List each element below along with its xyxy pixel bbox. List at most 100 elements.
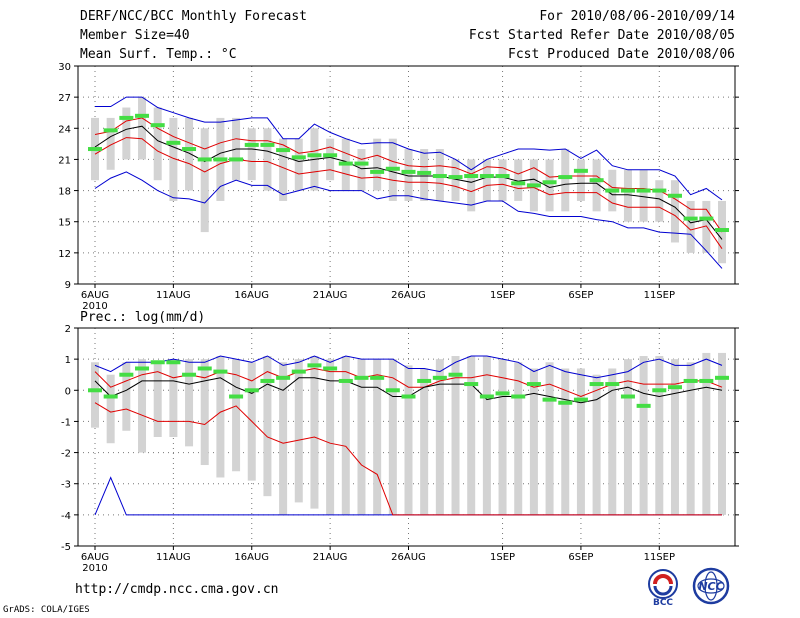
y-tick-label: 12 — [58, 249, 71, 260]
forecast-period: For 2010/08/06-2010/09/14 — [539, 9, 735, 24]
obs-marker — [150, 123, 165, 128]
ensemble-box — [467, 356, 476, 515]
obs-marker — [620, 394, 635, 399]
obs-marker — [338, 378, 353, 383]
ensemble-box — [686, 362, 695, 515]
obs-marker — [323, 366, 338, 371]
obs-marker — [182, 372, 197, 377]
obs-marker — [244, 142, 259, 147]
obs-marker — [401, 169, 416, 174]
ensemble-box — [326, 138, 335, 181]
x-tick-year: 2010 — [82, 563, 107, 574]
ensemble-box — [608, 368, 617, 515]
y-tick-label: -2 — [61, 449, 71, 460]
obs-marker — [276, 375, 291, 380]
obs-marker — [370, 375, 385, 380]
ensemble-box — [263, 356, 272, 497]
obs-marker — [526, 382, 541, 387]
ensemble-box — [561, 368, 570, 515]
x-tick-label: 11AUG — [156, 290, 191, 301]
obs-marker — [103, 128, 118, 133]
forecast-started: Fcst Started Refer Date 2010/08/05 — [468, 28, 735, 43]
x-tick-label: 1SEP — [490, 290, 515, 301]
obs-marker — [338, 161, 353, 166]
y-tick-label: 1 — [65, 355, 71, 366]
obs-marker — [573, 168, 588, 173]
x-tick-label: 6AUG — [81, 552, 109, 563]
ensemble-box — [200, 128, 209, 233]
obs-marker — [479, 174, 494, 179]
ensemble-box — [310, 356, 319, 509]
obs-marker — [699, 216, 714, 221]
ensemble-box — [592, 374, 601, 515]
plot-frame — [77, 65, 736, 285]
obs-marker — [605, 382, 620, 387]
obs-marker — [558, 400, 573, 405]
ensemble-box — [467, 159, 476, 212]
x-tick-label: 21AUG — [313, 290, 348, 301]
ensemble-box — [169, 359, 178, 437]
y-tick-label: -1 — [61, 417, 71, 428]
ensemble-box — [122, 107, 131, 160]
obs-marker — [385, 388, 400, 393]
obs-marker — [307, 153, 322, 158]
obs-marker — [573, 397, 588, 402]
ensemble-box — [357, 359, 366, 515]
x-tick-label: 1SEP — [490, 552, 515, 563]
obs-marker — [636, 403, 651, 408]
ensemble-box — [514, 362, 523, 515]
obs-marker — [150, 360, 165, 365]
ensemble-box — [686, 200, 695, 253]
x-tick-label: 11AUG — [156, 552, 191, 563]
ensemble-box — [655, 180, 664, 222]
ensemble-box — [232, 359, 241, 472]
obs-marker — [354, 161, 369, 166]
ensemble-box — [404, 365, 413, 515]
ensemble-box — [545, 362, 554, 515]
ensemble-box — [388, 359, 397, 515]
ensemble-box — [185, 117, 194, 191]
obs-marker — [542, 180, 557, 185]
ensemble-box — [185, 359, 194, 447]
ensemble-box — [670, 180, 679, 243]
obs-marker — [229, 157, 244, 162]
obs-marker — [511, 394, 526, 399]
ensemble-box — [561, 149, 570, 212]
x-tick-year: 2010 — [82, 301, 107, 312]
obs-marker — [135, 113, 150, 118]
plot-frame — [77, 327, 736, 547]
max-line — [95, 96, 723, 201]
obs-marker — [667, 385, 682, 390]
ensemble-box — [545, 159, 554, 212]
ensemble-box — [200, 359, 209, 466]
ensemble-box — [294, 138, 303, 191]
obs-marker — [495, 174, 510, 179]
obs-marker — [88, 388, 102, 393]
x-tick-label: 6AUG — [81, 290, 109, 301]
obs-marker — [589, 382, 604, 387]
obs-marker — [197, 366, 212, 371]
obs-marker — [197, 157, 212, 162]
x-tick-label: 11SEP — [644, 552, 675, 563]
obs-marker — [354, 375, 369, 380]
obs-marker — [511, 181, 526, 186]
ensemble-box — [718, 352, 726, 515]
obs-marker — [636, 188, 651, 193]
source-url[interactable]: http://cmdp.ncc.cma.gov.cn — [75, 582, 279, 597]
obs-marker — [307, 363, 322, 368]
obs-marker — [213, 157, 228, 162]
obs-marker — [291, 155, 306, 160]
ensemble-box — [420, 368, 429, 515]
obs-marker — [103, 394, 118, 399]
ensemble-box — [529, 368, 538, 515]
ensemble-box — [702, 200, 711, 253]
obs-marker — [323, 153, 338, 158]
y-tick-label: 24 — [58, 124, 71, 135]
y-tick-label: 15 — [58, 218, 71, 229]
ensemble-box — [655, 356, 664, 515]
ensemble-box — [670, 359, 679, 515]
min-line — [94, 171, 723, 269]
max-line — [94, 355, 723, 379]
